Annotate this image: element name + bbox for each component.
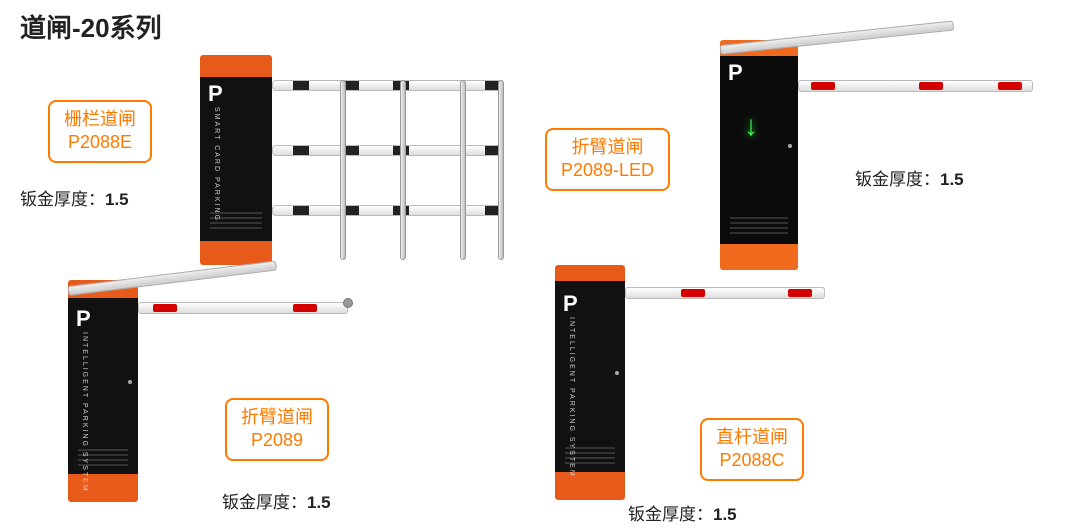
barrier-arm (625, 287, 825, 299)
vent-slits (730, 217, 788, 234)
fence-vert (400, 80, 406, 260)
arm-joint (343, 298, 353, 308)
product-p2089-led: P ↓ (720, 40, 955, 270)
fence-vert (340, 80, 346, 260)
product-p2089: P INTELLIGENT PARKING SYSTEM (68, 280, 278, 502)
label-model: P2089 (241, 429, 313, 452)
label-type: 折臂道闸 (561, 136, 654, 159)
vent-slits (78, 449, 128, 466)
label-type: 栅栏道闸 (64, 108, 136, 131)
product-p2088e: P SMART CARD PARKING (200, 55, 272, 265)
led-arrow-icon: ↓ (744, 110, 758, 142)
cabinet-handle (788, 144, 792, 148)
spec-p2089: 钣金厚度：1.5 (222, 488, 331, 513)
label-model: P2088C (716, 449, 788, 472)
label-p2089-led: 折臂道闸 P2089-LED (545, 128, 670, 191)
spec-p2088c: 钣金厚度：1.5 (628, 500, 737, 525)
p-logo: P (563, 291, 578, 317)
barrier-arm (798, 80, 1033, 92)
fence-rail-top (272, 80, 502, 91)
spec-value: 1.5 (713, 505, 737, 524)
label-p2089: 折臂道闸 P2089 (225, 398, 329, 461)
fence-vert (460, 80, 466, 260)
barrier-arm (138, 302, 348, 314)
cabinet-top (200, 55, 272, 77)
cabinet-body: P INTELLIGENT PARKING SYSTEM (68, 280, 138, 502)
spec-p2088e: 钣金厚度：1.5 (20, 185, 129, 210)
cabinet-bottom (720, 244, 798, 270)
label-p2088c: 直杆道闸 P2088C (700, 418, 804, 481)
product-p2088c: P INTELLIGENT PARKING SYSTEM (555, 265, 625, 500)
vent-slits (210, 212, 262, 229)
p-logo: P (76, 306, 91, 332)
label-type: 折臂道闸 (241, 406, 313, 429)
vent-slits (565, 447, 615, 464)
cabinet-body: P SMART CARD PARKING (200, 55, 272, 265)
cabinet-handle (615, 371, 619, 375)
spec-p2089-led: 钣金厚度：1.5 (855, 165, 964, 190)
label-model: P2089-LED (561, 159, 654, 182)
cabinet-body: P ↓ (720, 40, 798, 270)
p-logo: P (728, 60, 743, 86)
label-model: P2088E (64, 131, 136, 154)
spec-value: 1.5 (105, 190, 129, 209)
p-logo-subtext: INTELLIGENT PARKING SYSTEM (81, 332, 88, 493)
spec-label: 钣金厚度： (855, 170, 940, 189)
spec-label: 钣金厚度： (628, 505, 713, 524)
page-title: 道闸-20系列 (20, 8, 162, 45)
p-logo-subtext: SMART CARD PARKING (213, 107, 220, 222)
cabinet-handle (128, 380, 132, 384)
cabinet-body: P INTELLIGENT PARKING SYSTEM (555, 265, 625, 500)
p-logo: P (208, 81, 223, 107)
fence-rail-bot (272, 205, 502, 216)
spec-label: 钣金厚度： (222, 493, 307, 512)
label-type: 直杆道闸 (716, 426, 788, 449)
fence-vert (498, 80, 504, 260)
cabinet-bottom (68, 474, 138, 502)
spec-value: 1.5 (940, 170, 964, 189)
cabinet-top (555, 265, 625, 281)
spec-value: 1.5 (307, 493, 331, 512)
label-p2088e: 栅栏道闸 P2088E (48, 100, 152, 163)
spec-label: 钣金厚度： (20, 190, 105, 209)
cabinet-bottom (555, 472, 625, 500)
fence-rail-mid (272, 145, 502, 156)
